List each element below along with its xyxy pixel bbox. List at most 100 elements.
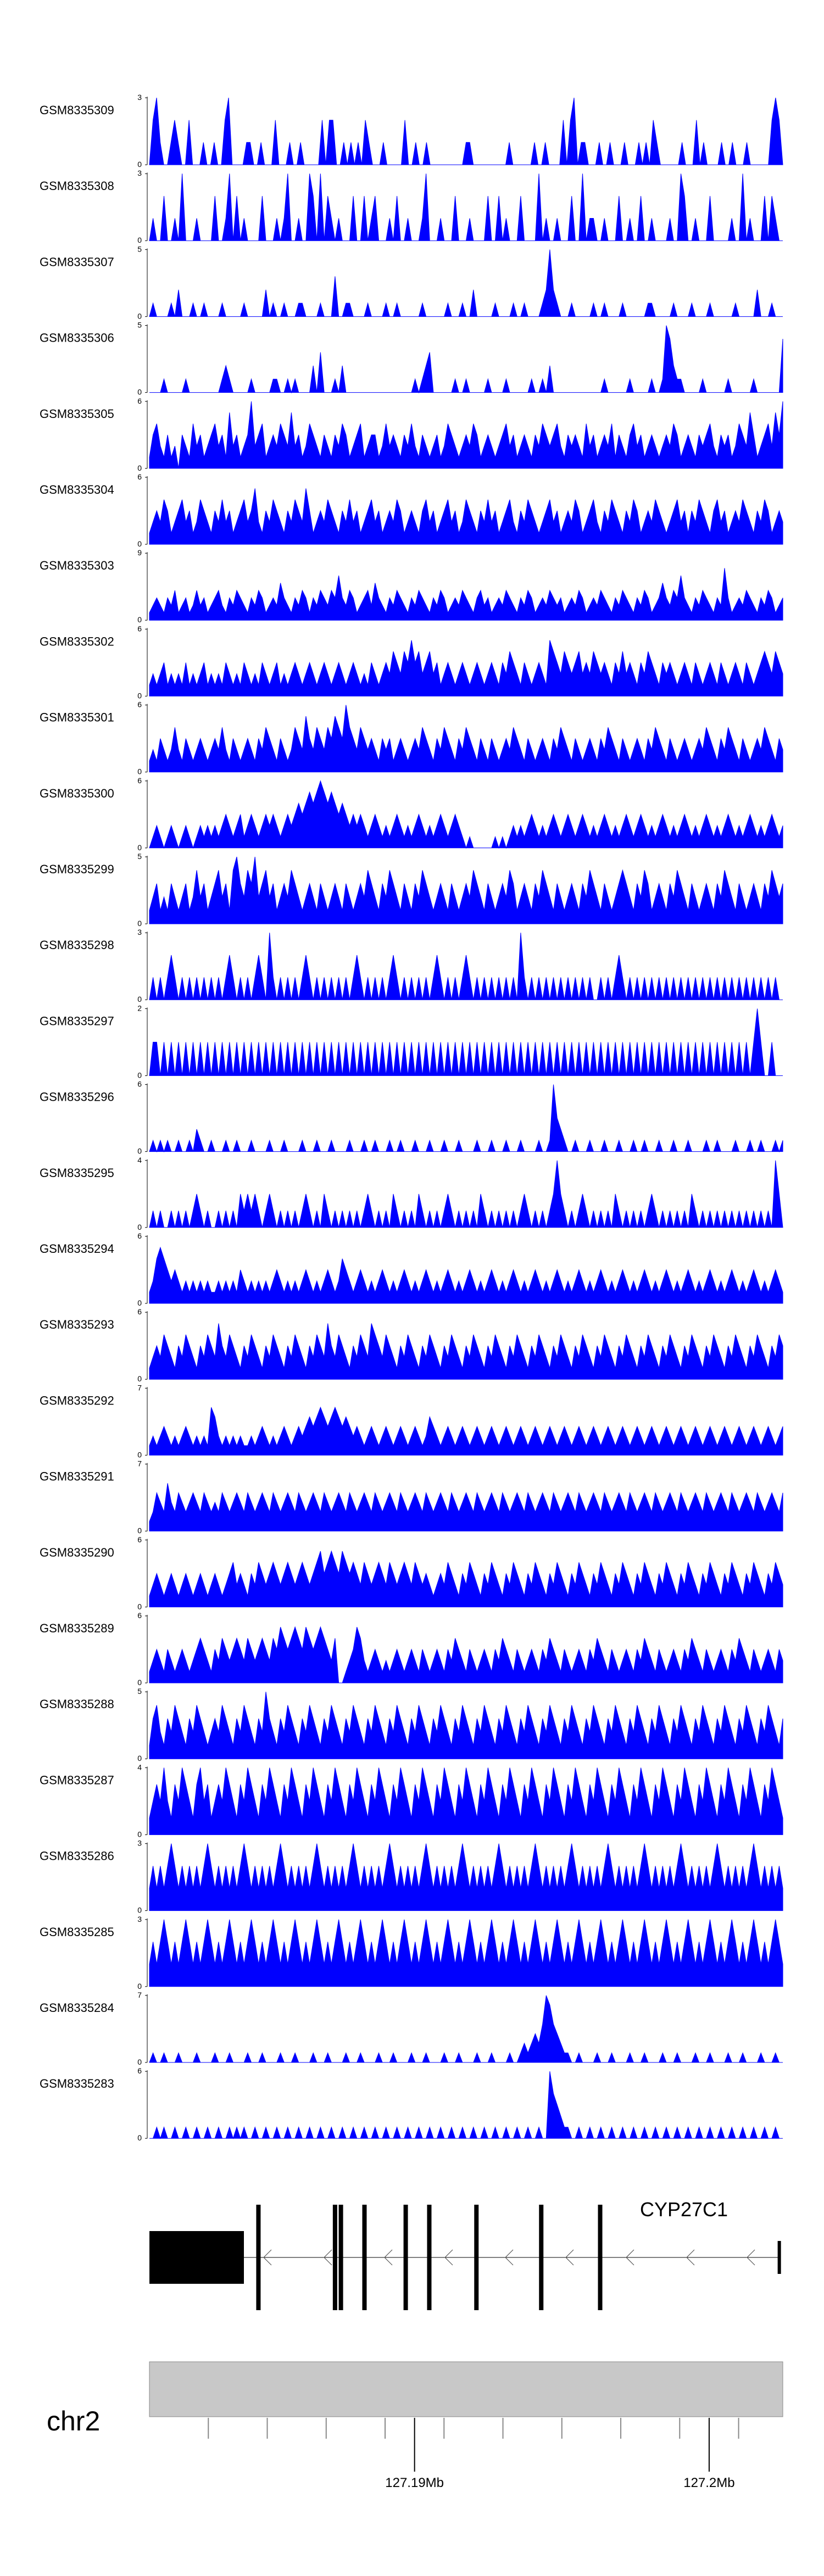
- coverage-track: GSM8335305 6 0: [40, 397, 783, 472]
- track-label: GSM8335300: [40, 787, 114, 800]
- coverage-area: [149, 325, 783, 394]
- track-ymax-label: 3: [137, 928, 142, 936]
- coverage-track: GSM8335298 3 0: [40, 928, 783, 1003]
- track-ymin-label: 0: [137, 767, 142, 776]
- coverage-area: [149, 1160, 783, 1228]
- track-ymax-label: 7: [137, 1990, 142, 1999]
- strand-arrow: [444, 2249, 453, 2266]
- track-ymin-label: 0: [137, 2133, 142, 2142]
- track-ymax-label: 6: [137, 624, 142, 633]
- chromosome-band: [149, 2361, 783, 2417]
- ideogram-track: chr2 127.19Mb 127.2Mb: [47, 2361, 783, 2490]
- track-ymin-label: 0: [137, 1982, 142, 1990]
- coverage-track: GSM8335286 3 0: [40, 1839, 783, 1915]
- track-label: GSM8335287: [40, 1773, 114, 1787]
- strand-arrow: [565, 2249, 574, 2266]
- exon-bar: [256, 2205, 261, 2310]
- coverage-area: [149, 401, 783, 469]
- track-label: GSM8335299: [40, 862, 114, 876]
- coverage-area: [149, 640, 783, 696]
- coverage-area: [149, 1550, 783, 1608]
- track-label: GSM8335306: [40, 331, 114, 345]
- coverage-track: GSM8335288 5 0: [40, 1687, 783, 1763]
- coverage-area: [149, 249, 783, 317]
- track-ymin-label: 0: [137, 160, 142, 169]
- coverage-area: [149, 97, 783, 165]
- strand-arrow: [324, 2249, 332, 2266]
- coverage-area: [149, 1843, 783, 1911]
- coverage-area: [149, 488, 783, 545]
- coverage-track: GSM8335304 6 0: [40, 472, 783, 548]
- exon-bar: [362, 2205, 367, 2310]
- track-label: GSM8335307: [40, 255, 114, 269]
- track-ymax-label: 3: [137, 169, 142, 177]
- track-label: GSM8335289: [40, 1621, 114, 1635]
- axis-tick-label: 127.19Mb: [385, 2475, 444, 2490]
- coverage-area: [149, 780, 783, 849]
- coverage-area: [149, 856, 783, 924]
- coverage-area: [149, 2071, 783, 2139]
- track-ymax-label: 4: [137, 1763, 142, 1771]
- exon-bar: [332, 2205, 337, 2310]
- track-label: GSM8335305: [40, 407, 114, 421]
- track-label: GSM8335302: [40, 634, 114, 648]
- track-ymax-label: 6: [137, 472, 142, 481]
- coverage-track: GSM8335293 6 0: [40, 1307, 783, 1383]
- track-ymin-label: 0: [137, 1374, 142, 1383]
- track-ymax-label: 5: [137, 321, 142, 330]
- track-ymin-label: 0: [137, 1906, 142, 1915]
- track-label: GSM8335283: [40, 2077, 114, 2090]
- strand-arrow: [384, 2249, 393, 2266]
- track-ymin-label: 0: [137, 1223, 142, 1231]
- coverage-area: [149, 1626, 783, 1683]
- track-label: GSM8335293: [40, 1318, 114, 1331]
- track-ymax-label: 6: [137, 1535, 142, 1544]
- gene-track: CYP27C1: [149, 2198, 781, 2310]
- exon-block: [149, 2231, 244, 2284]
- track-label: GSM8335291: [40, 1470, 114, 1484]
- track-ymax-label: 6: [137, 1611, 142, 1620]
- track-ymax-label: 7: [137, 1383, 142, 1392]
- track-ymax-label: 3: [137, 1839, 142, 1848]
- coverage-track: GSM8335297 2 0: [40, 1003, 783, 1079]
- track-ymin-label: 0: [137, 1070, 142, 1079]
- track-ymax-label: 6: [137, 700, 142, 709]
- track-ymin-label: 0: [137, 1754, 142, 1763]
- track-ymax-label: 9: [137, 548, 142, 557]
- coverage-track: GSM8335283 6 0: [40, 2066, 783, 2142]
- track-ymin-label: 0: [137, 2058, 142, 2066]
- track-ymax-label: 3: [137, 93, 142, 102]
- track-label: GSM8335284: [40, 2001, 114, 2015]
- coverage-track: GSM8335292 7 0: [40, 1383, 783, 1459]
- chromosome-label: chr2: [47, 2406, 100, 2436]
- exon-bar: [598, 2205, 603, 2310]
- coverage-track: GSM8335289 6 0: [40, 1611, 783, 1687]
- coverage-track: GSM8335307 5 0: [40, 244, 783, 320]
- coverage-area: [149, 1767, 783, 1835]
- track-ymin-label: 0: [137, 539, 142, 548]
- track-ymin-label: 0: [137, 388, 142, 397]
- track-label: GSM8335298: [40, 938, 114, 952]
- coverage-track: GSM8335296 6 0: [40, 1080, 783, 1156]
- axis-tick-label: 127.2Mb: [683, 2475, 734, 2490]
- coverage-area: [149, 1084, 783, 1153]
- exon-bar: [427, 2205, 432, 2310]
- coverage-track: GSM8335299 5 0: [40, 852, 783, 928]
- strand-arrow: [505, 2249, 514, 2266]
- coverage-area: [149, 1406, 783, 1456]
- coverage-track: GSM8335290 6 0: [40, 1535, 783, 1611]
- coverage-track: GSM8335285 3 0: [40, 1915, 783, 1990]
- track-ymin-label: 0: [137, 691, 142, 700]
- track-ymin-label: 0: [137, 236, 142, 244]
- coverage-area: [149, 568, 783, 621]
- track-label: GSM8335295: [40, 1166, 114, 1180]
- coverage-track: GSM8335291 7 0: [40, 1459, 783, 1535]
- track-ymin-label: 0: [137, 919, 142, 928]
- track-ymax-label: 6: [137, 1307, 142, 1316]
- coverage-track: GSM8335306 5 0: [40, 321, 783, 397]
- coverage-track: GSM8335295 4 0: [40, 1156, 783, 1231]
- track-label: GSM8335303: [40, 559, 114, 572]
- track-ymax-label: 5: [137, 852, 142, 861]
- track-ymin-label: 0: [137, 1147, 142, 1156]
